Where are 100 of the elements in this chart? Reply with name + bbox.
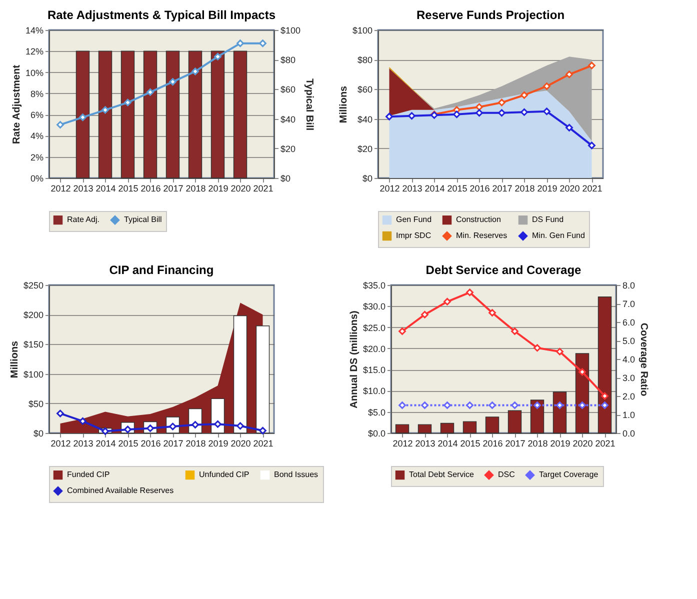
point [408,112,416,120]
y-tick-label: 0% [30,174,44,184]
point [259,40,266,48]
point [466,402,474,409]
y2-tick-label: $80 [280,55,296,66]
point [444,402,451,409]
legend-label: Rate Adj. [67,215,100,224]
bar [395,424,410,434]
y-tick-label: 4% [30,131,44,142]
bar [440,422,454,434]
legend-label: Impr SDC [396,231,432,240]
y2-tick-label: $100 [280,26,301,36]
chart-title: Reserve Funds Projection [416,8,565,22]
y-tick-label: $0.0 [368,428,386,438]
chart-title: CIP and Financing [109,263,214,277]
legend-label: DSC [498,470,516,480]
point [56,121,64,128]
x-tick-label: 2016 [140,184,161,194]
chart-title: Rate Adjustments & Typical Bill Impacts [47,8,276,22]
legend-label: Gen Fund [396,215,432,224]
y-tick-label: $30.0 [362,302,386,312]
point [466,288,474,296]
x-tick-label: 2018 [186,184,206,194]
legend-label: Min. Reserves [456,231,508,240]
point [421,310,428,318]
point [214,420,222,428]
legend-label: Bond Issues [274,470,318,480]
x-tick-label: 2021 [253,438,274,448]
point [566,124,573,132]
y-tick-label: 10% [25,68,44,78]
y-tick-label: $20.0 [362,344,386,354]
x-tick-label: 2016 [140,438,161,448]
y2-tick-label: 8.0 [622,280,636,290]
point [236,40,244,48]
point [488,309,496,316]
legend-label: Target Coverage [539,470,599,480]
y-tick-label: 14% [25,26,44,36]
point [520,91,528,99]
y-tick-label: $5.0 [368,407,386,418]
point [79,417,86,425]
y-tick-label: $50 [28,398,44,409]
legend-label: Combined Available Reserves [67,486,174,495]
y2-tick-label: $40 [280,114,296,124]
bar [598,296,612,434]
x-tick-label: 2017 [163,184,184,194]
y2-tick-label: $20 [280,144,296,154]
point [102,106,109,114]
point [398,328,406,335]
point [398,402,406,409]
point [453,110,460,118]
y-tick-label: $15.0 [362,365,386,376]
y-tick-label: $0 [362,174,372,184]
x-tick-label: 2014 [96,438,116,448]
y-tick-label: $100 [23,369,44,380]
x-tick-label: 2013 [73,184,94,194]
y-tick-label: $35.0 [362,280,386,290]
y-tick-label: $60 [357,84,372,95]
point [601,392,608,400]
point [534,344,541,352]
x-tick-label: 2021 [595,438,616,448]
point [421,402,428,409]
point [169,78,176,86]
x-tick-label: 2018 [528,438,548,448]
x-tick-label: 2017 [163,438,184,448]
x-tick-label: 2019 [208,438,228,448]
point [214,52,222,60]
y2-tick-label: $0 [280,174,291,184]
x-tick-label: 2021 [253,184,274,194]
y-tick-label: $100 [352,26,372,36]
y-axis-title: Rate Adjustment [11,64,22,144]
point [543,82,550,90]
bar [552,392,567,434]
legend-label: DS Fund [532,215,564,224]
bar [485,416,500,434]
y2-tick-label: 1.0 [622,410,636,420]
point [476,103,483,111]
y2-tick-label: 5.0 [622,336,636,346]
x-tick-label: 2014 [96,184,116,194]
chart-title: Debt Service and Coverage [426,263,582,277]
x-tick-label: 2020 [230,184,251,194]
x-tick-label: 2014 [438,438,458,448]
x-tick-label: 2017 [505,438,526,448]
point [192,421,199,428]
y2-axis-title: Coverage Ratio [638,322,650,396]
y2-tick-label: 6.0 [622,318,636,328]
point [511,328,518,335]
point [102,428,109,435]
y-tick-label: $0 [33,428,44,438]
x-tick-label: 2013 [402,184,422,194]
x-tick-label: 2012 [50,438,71,448]
x-tick-label: 2015 [460,438,480,448]
bar [575,353,590,434]
point [146,88,154,96]
y2-tick-label: 2.0 [622,392,636,402]
point [236,422,244,430]
legend-label: Construction [456,215,501,224]
y-tick-label: 8% [30,88,44,99]
x-tick-label: 2016 [470,184,490,194]
point [192,68,199,76]
point [588,62,596,70]
